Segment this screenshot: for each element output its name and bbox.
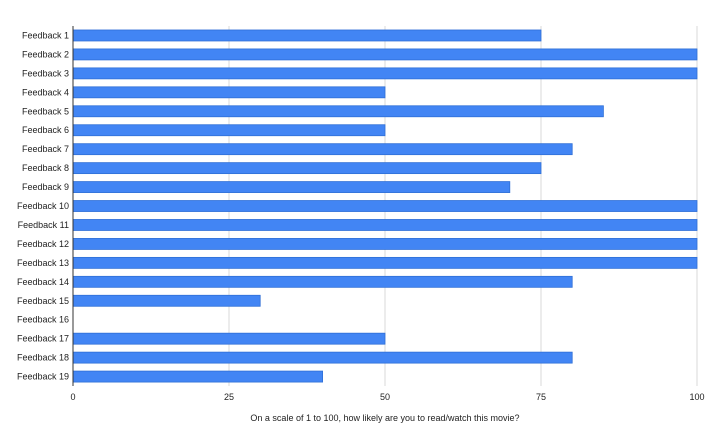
bar-1 [72,29,542,42]
x-tick-label-3: 75 [536,392,546,402]
category-label-14: Feedback 14 [17,277,69,287]
category-label-9: Feedback 9 [22,182,69,192]
bar-10 [72,200,698,212]
bar-9 [72,181,511,193]
bar-3 [72,67,698,80]
category-label-17: Feedback 17 [17,334,69,344]
bar-7 [72,143,573,156]
category-label-16: Feedback 16 [17,315,69,325]
category-label-2: Feedback 2 [22,49,69,59]
x-tick-label-0: 0 [70,392,75,402]
x-axis-title: On a scale of 1 to 100, how likely are y… [250,413,519,423]
category-label-12: Feedback 12 [17,239,69,249]
category-label-15: Feedback 15 [17,296,69,306]
bar-8 [72,162,542,175]
category-labels: Feedback 1 Feedback 2 Feedback 3 Feedback 4… [17,30,69,381]
bar-12 [72,238,698,250]
category-label-7: Feedback 7 [22,144,69,154]
bar-4 [72,86,386,99]
category-label-6: Feedback 6 [22,125,69,135]
bar-11 [72,219,698,231]
bar-17 [72,332,386,345]
bar-2 [72,48,698,61]
category-label-13: Feedback 13 [17,258,69,268]
bar-13 [72,256,698,269]
category-label-18: Feedback 18 [17,353,69,363]
x-tick-label-1: 25 [224,392,234,402]
bar-15 [72,294,261,307]
category-label-8: Feedback 8 [22,163,69,173]
bar-5 [72,105,604,118]
category-label-19: Feedback 19 [17,372,69,382]
bar-19 [72,370,324,383]
category-label-3: Feedback 3 [22,68,69,78]
category-label-10: Feedback 10 [17,201,69,211]
x-tick-label-4: 100 [689,392,704,402]
x-tick-label-2: 50 [380,392,390,402]
category-label-11: Feedback 11 [18,220,69,230]
bar-18 [72,351,573,364]
category-label-1: Feedback 1 [22,30,69,40]
category-label-4: Feedback 4 [22,87,69,97]
bar-6 [72,124,386,137]
x-tick-labels: 0 25 50 75 100 [70,392,704,402]
bar-14 [72,275,573,288]
bars [72,29,698,383]
category-label-5: Feedback 5 [22,106,69,116]
